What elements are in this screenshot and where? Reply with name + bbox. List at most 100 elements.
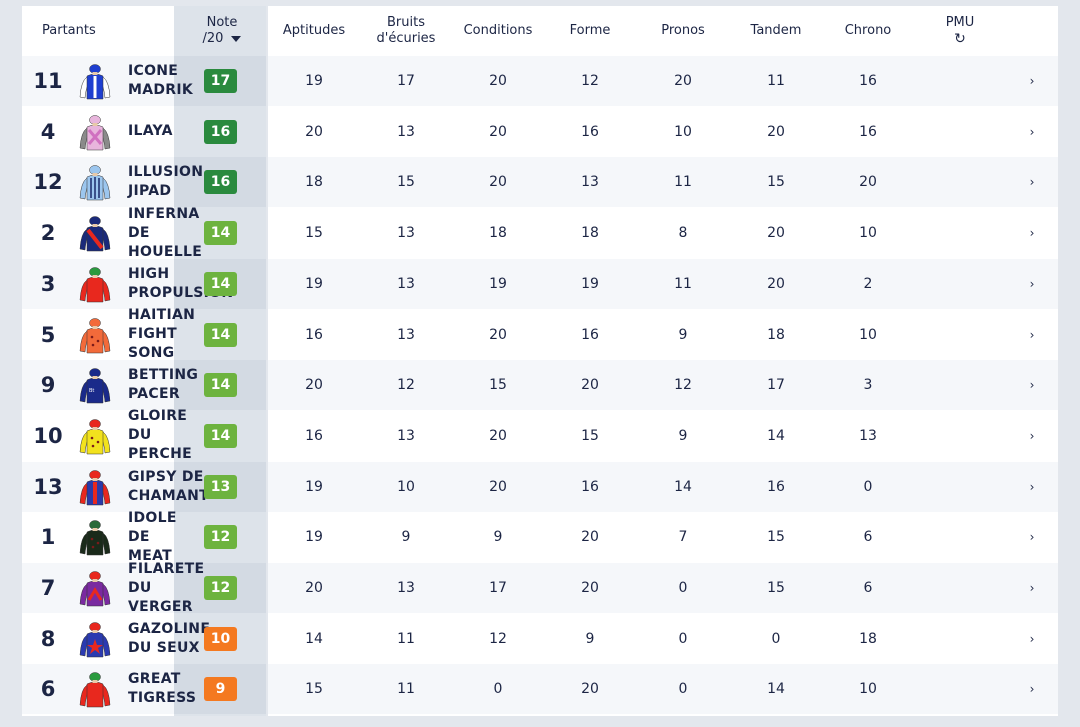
horse-name[interactable]: GLOIRE DU PERCHE — [128, 408, 228, 463]
horse-number: 4 — [40, 119, 56, 144]
jockey-silk-icon: Bt — [78, 367, 112, 405]
cell-aptitudes: 15 — [305, 681, 323, 698]
horse-name-line: GLOIRE — [128, 408, 188, 425]
horse-name[interactable]: ILLUSION JIPAD — [128, 157, 228, 207]
horse-name-line: DE — [128, 528, 150, 545]
horse-name[interactable]: GIPSY DE CHAMANT — [128, 462, 228, 512]
header-forme[interactable]: Forme — [544, 6, 636, 56]
header-tandem[interactable]: Tandem — [730, 6, 822, 56]
cell-chrono: 10 — [859, 326, 877, 343]
jockey-silk-icon — [78, 469, 112, 507]
horse-name-line: PERCHE — [128, 446, 192, 463]
horse-name[interactable]: IDOLE DE MEAT — [128, 510, 228, 564]
row-background-right — [268, 360, 1058, 411]
chevron-right-icon[interactable]: › — [1029, 124, 1035, 139]
horse-number: 8 — [40, 626, 56, 651]
cell-chrono: 0 — [863, 478, 873, 495]
table-row[interactable]: 1 IDOLE DE MEAT 12 19 9 9 20 7 15 6 › — [22, 510, 1058, 564]
note-badge: 9 — [204, 677, 237, 702]
header-pronos[interactable]: Pronos — [636, 6, 730, 56]
header-conditions-label: Conditions — [463, 23, 533, 38]
cell-pronos: 12 — [674, 377, 692, 394]
table-row[interactable]: 13 GIPSY DE CHAMANT 13 19 10 20 16 14 16 0 › — [22, 461, 1058, 512]
cell-tandem: 20 — [767, 123, 785, 140]
cell-forme: 20 — [581, 377, 599, 394]
cell-bruits: 11 — [397, 681, 415, 698]
horse-name[interactable]: GREAT TIGRESS — [128, 664, 228, 714]
horse-name-line: HOUELLE — [128, 243, 203, 260]
table-row[interactable]: 5 HAITIAN FIGHT SONG 14 16 13 20 16 9 18 10 › — [22, 307, 1058, 361]
chevron-right-icon[interactable]: › — [1029, 479, 1035, 494]
cell-pronos: 11 — [674, 275, 692, 292]
cell-tandem: 20 — [767, 225, 785, 242]
header-bruits[interactable]: Bruits d'écuries — [360, 6, 452, 56]
table-row[interactable]: 7 FILARETE DU VERGER 12 20 13 17 20 0 15 6 › — [22, 561, 1058, 615]
horse-name[interactable]: HAITIAN FIGHT SONG — [128, 307, 228, 361]
horse-name-line: FIGHT — [128, 326, 178, 342]
horse-name-line: GIPSY DE — [128, 468, 204, 485]
table-row[interactable]: 10 GLOIRE DU PERCHE 14 16 13 20 15 9 14 13 › — [22, 408, 1058, 463]
chevron-right-icon[interactable]: › — [1029, 175, 1035, 190]
horse-number: 7 — [40, 576, 56, 600]
horse-name[interactable]: BETTING PACER — [128, 360, 228, 410]
chevron-right-icon[interactable]: › — [1029, 226, 1035, 241]
cell-forme: 13 — [581, 174, 599, 191]
table-row[interactable]: 9 Bt BETTING PACER 14 20 12 15 20 12 17 3 › — [22, 360, 1058, 411]
header-partants[interactable]: Partants — [42, 6, 142, 56]
cell-pronos: 7 — [678, 529, 688, 546]
chevron-right-icon[interactable]: › — [1029, 631, 1035, 646]
table-row[interactable]: 2 INFERNA DE HOUELLE 14 15 13 18 18 8 20 10 › — [22, 205, 1058, 260]
cell-bruits: 11 — [397, 630, 415, 647]
header-aptitudes[interactable]: Aptitudes — [268, 6, 360, 56]
horse-name[interactable]: FILARETE DU VERGER — [128, 561, 228, 615]
horse-name[interactable]: ICONE MADRIK — [128, 56, 228, 106]
horse-name[interactable]: INFERNA DE HOUELLE — [128, 205, 228, 260]
horse-name-line: INFERNA — [128, 205, 200, 222]
chevron-right-icon[interactable]: › — [1029, 428, 1035, 443]
header-aptitudes-label: Aptitudes — [282, 23, 346, 38]
cell-chrono: 16 — [859, 123, 877, 140]
chevron-right-icon[interactable]: › — [1029, 74, 1035, 88]
chevron-right-icon[interactable]: › — [1029, 530, 1035, 545]
cell-chrono: 10 — [859, 681, 877, 698]
table-row[interactable]: 4 ILAYA 16 20 13 20 16 10 20 16 › — [22, 107, 1058, 157]
table-row[interactable]: 8 GAZOLINE DU SEUX 10 14 11 12 9 0 0 18 › — [22, 614, 1058, 664]
table-row[interactable]: 11 ICONE MADRIK 17 19 17 20 12 20 11 16 › — [22, 56, 1058, 106]
cell-conditions: 20 — [489, 123, 507, 140]
horse-name[interactable]: GAZOLINE DU SEUX — [128, 614, 228, 664]
cell-tandem: 0 — [771, 630, 781, 647]
header-note[interactable]: Note /20 — [182, 6, 262, 56]
cell-aptitudes: 16 — [305, 427, 323, 444]
note-badge: 14 — [204, 423, 237, 448]
cell-tandem: 18 — [767, 326, 785, 343]
cell-aptitudes: 20 — [305, 580, 323, 596]
chevron-right-icon[interactable]: › — [1029, 581, 1035, 595]
chevron-right-icon[interactable]: › — [1029, 276, 1035, 291]
table-row[interactable]: 3 HIGH PROPULSION 14 19 13 19 19 11 20 2 › — [22, 258, 1058, 309]
note-badge: 16 — [204, 119, 237, 144]
cell-bruits: 10 — [397, 478, 415, 495]
table-row[interactable]: 12 ILLUSION JIPAD 16 18 15 20 13 11 15 20 › — [22, 157, 1058, 208]
chevron-right-icon[interactable]: › — [1029, 378, 1035, 393]
row-background-right — [268, 157, 1058, 208]
horse-number: 5 — [40, 322, 56, 347]
header-pmu[interactable]: PMU ↻ — [914, 6, 1006, 56]
header-bruits-line1: Bruits — [387, 15, 425, 30]
horse-number: 11 — [33, 69, 63, 93]
horse-number: 9 — [40, 373, 56, 398]
header-chrono[interactable]: Chrono — [822, 6, 914, 56]
cell-forme: 12 — [581, 73, 599, 89]
header-conditions[interactable]: Conditions — [452, 6, 544, 56]
horse-number: 3 — [40, 271, 56, 296]
chevron-right-icon[interactable]: › — [1029, 682, 1035, 697]
cell-aptitudes: 16 — [305, 326, 323, 343]
table-row[interactable]: 6 GREAT TIGRESS 9 15 11 0 20 0 14 10 › — [22, 664, 1058, 715]
chevron-right-icon[interactable]: › — [1029, 327, 1035, 342]
note-badge: 14 — [204, 373, 237, 398]
note-badge: 12 — [204, 525, 237, 550]
horse-name[interactable]: ILAYA — [128, 107, 228, 157]
header-pmu-label: PMU — [945, 15, 975, 30]
refresh-icon[interactable]: ↻ — [954, 31, 966, 47]
header-note-line2: /20 — [202, 31, 224, 46]
note-badge: 14 — [204, 271, 237, 296]
